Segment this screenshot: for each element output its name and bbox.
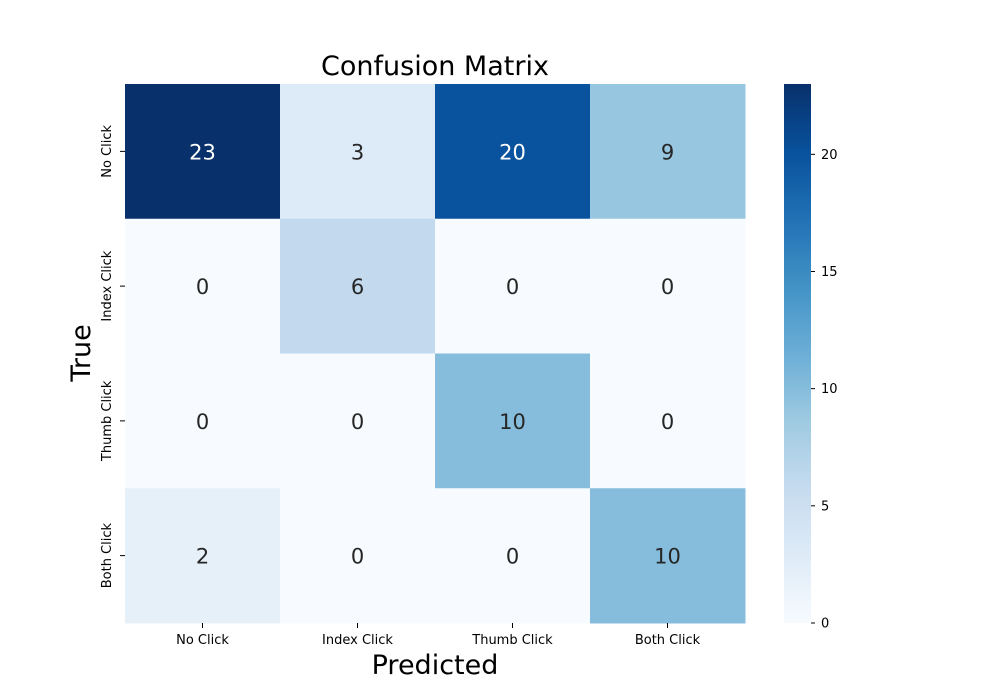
cell-value-label: 0: [351, 545, 364, 569]
cell-value-label: 0: [506, 275, 519, 299]
heatmap-cell: [280, 353, 436, 489]
colorbar-tick-label: 10: [821, 382, 838, 397]
y-axis-ticks: No Click Index Click Thumb Click Both Click: [100, 125, 125, 589]
heatmap-cell: [590, 353, 746, 489]
chart-title: Confusion Matrix: [321, 51, 549, 82]
heatmap-cell: [280, 218, 436, 354]
colorbar-tick-label: 15: [821, 265, 838, 280]
y-tick-label: Both Click: [100, 523, 115, 589]
heatmap-cell: [435, 488, 591, 624]
cell-value-label: 3: [351, 140, 364, 164]
heatmap-cell: [125, 353, 281, 489]
cell-value-label: 0: [506, 545, 519, 569]
colorbar-tick-label: 20: [821, 148, 838, 163]
cell-value-label: 10: [654, 545, 681, 569]
heatmap-cell: [280, 488, 436, 624]
cell-value-label: 10: [499, 410, 526, 434]
cell-value-label: 6: [351, 275, 364, 299]
heatmap-cell: [280, 84, 436, 220]
cell-value-label: 23: [189, 140, 216, 164]
heatmap-cell: [125, 218, 281, 354]
colorbar: [784, 84, 811, 623]
cell-value-label: 0: [661, 410, 674, 434]
heatmap-cell: [435, 84, 591, 220]
cell-value-label: 0: [351, 410, 364, 434]
x-axis-label: Predicted: [372, 650, 499, 681]
heatmap-cell: [125, 84, 281, 220]
x-tick-label: Index Click: [322, 633, 393, 648]
heatmap-cell: [435, 353, 591, 489]
heatmap-cell: [435, 218, 591, 354]
cell-value-label: 20: [499, 140, 526, 164]
cell-value-label: 0: [196, 275, 209, 299]
y-tick-label: Index Click: [100, 250, 115, 321]
x-axis-ticks: No Click Index Click Thumb Click Both Click: [176, 623, 701, 648]
x-tick-label: Thumb Click: [471, 633, 553, 648]
heatmap-cell: [125, 488, 281, 624]
x-tick-label: No Click: [176, 633, 229, 648]
y-tick-label: No Click: [100, 125, 115, 178]
heatmap-cell: [590, 84, 746, 220]
y-tick-label: Thumb Click: [100, 380, 115, 462]
colorbar-tick-label: 5: [821, 499, 829, 514]
heatmap-cell: [590, 218, 746, 354]
colorbar-ticks: 0 5 10 15 20: [811, 148, 838, 632]
x-tick-label: Both Click: [635, 633, 701, 648]
colorbar-tick-label: 0: [821, 617, 829, 632]
cell-value-label: 0: [661, 275, 674, 299]
cell-value-label: 9: [661, 140, 674, 164]
cell-value-label: 2: [196, 545, 209, 569]
y-axis-label: True: [66, 324, 97, 382]
cell-value-label: 0: [196, 410, 209, 434]
heatmap-cell: [590, 488, 746, 624]
heatmap-cells: 23 3 20 90 6 0 00 0 10 02 0 0 10: [125, 84, 746, 624]
